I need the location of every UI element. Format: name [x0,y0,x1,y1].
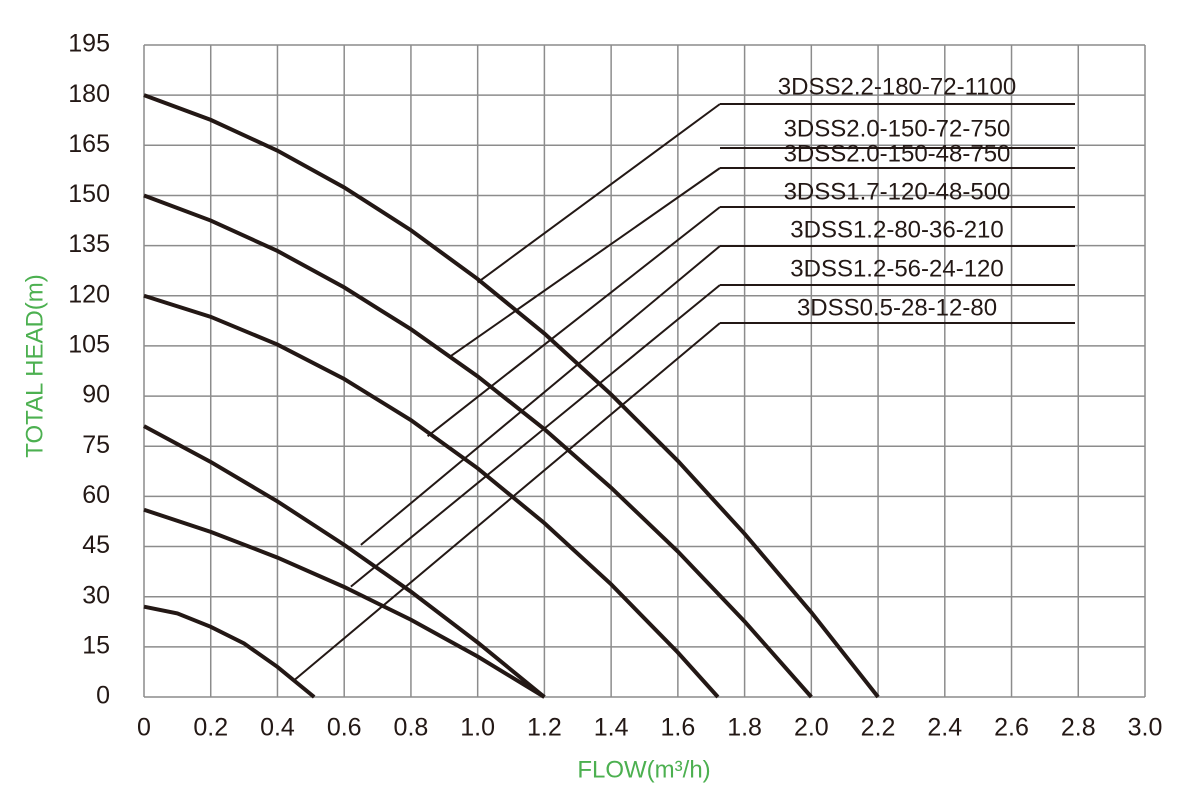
y-tick-label: 105 [68,331,110,359]
leader-line [426,206,721,437]
y-tick-label: 60 [82,481,110,509]
x-tick-label: 0.4 [260,714,295,742]
curve-label: 3DSS1.2-56-24-120 [790,255,1003,282]
pump-curve [143,93,880,699]
y-tick-label: 75 [82,431,110,459]
x-tick-label: 0 [137,714,151,742]
y-tick-label: 30 [82,581,110,609]
y-axis-title: TOTAL HEAD(m) [21,274,48,458]
y-tick-label: 135 [68,230,110,258]
x-tick-label: 2.6 [994,714,1029,742]
x-tick-label: 2.4 [927,714,962,742]
x-tick-label: 0.6 [327,714,362,742]
y-tick-label: 180 [68,80,110,108]
curve-label: 3DSS2.0-150-72-750 [784,115,1011,142]
x-tick-label: 1.2 [527,714,562,742]
x-tick-label: 3.0 [1128,714,1163,742]
pump-curve [143,193,813,699]
x-tick-label: 2.0 [794,714,829,742]
pump-curve [143,424,546,699]
y-tick-label: 195 [68,30,110,58]
x-tick-label: 0.8 [394,714,429,742]
x-tick-label: 1.0 [460,714,495,742]
leader-line [477,103,721,284]
curve-label: 3DSS2.0-150-48-750 [784,140,1011,167]
x-axis-title: FLOW(m³/h) [577,756,710,783]
curve-label: 3DSS1.2-80-36-210 [790,216,1003,243]
x-tick-label: 2.2 [861,714,896,742]
leader-line [350,284,721,588]
x-tick-label: 1.6 [660,714,695,742]
y-tick-label: 15 [82,631,110,659]
leader-line [450,167,721,357]
x-tick-label: 1.4 [594,714,629,742]
y-tick-label: 45 [82,531,110,559]
x-tick-label: 2.8 [1061,714,1096,742]
y-tick-label: 0 [96,682,110,710]
leader-line [360,245,721,546]
pump-curve [143,604,316,699]
y-tick-label: 165 [68,130,110,158]
y-tick-label: 90 [82,381,110,409]
leader-line [293,322,721,682]
y-tick-label: 120 [68,280,110,308]
pump-curve [143,507,546,699]
x-tick-label: 0.2 [193,714,228,742]
x-tick-label: 1.8 [727,714,762,742]
pump-curve [143,293,720,699]
curve-label: 3DSS2.2-180-72-1100 [778,73,1016,100]
curve-label: 3DSS1.7-120-48-500 [784,178,1011,205]
curve-label: 3DSS0.5-28-12-80 [797,294,997,321]
y-tick-label: 150 [68,180,110,208]
